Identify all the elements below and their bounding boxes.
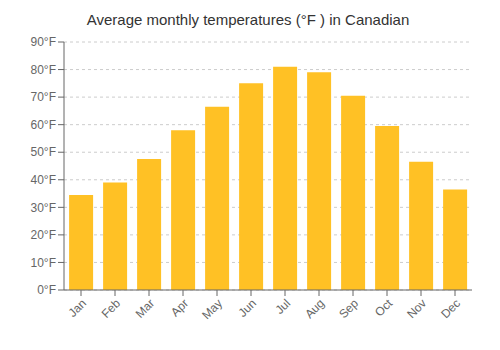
svg-text:40°F: 40°F — [31, 173, 56, 187]
svg-text:60°F: 60°F — [31, 118, 56, 132]
svg-text:Nov: Nov — [404, 296, 429, 321]
svg-text:10°F: 10°F — [31, 256, 56, 270]
svg-text:Jun: Jun — [236, 296, 260, 320]
svg-text:Jul: Jul — [272, 296, 293, 317]
svg-text:80°F: 80°F — [31, 63, 56, 77]
svg-text:90°F: 90°F — [31, 35, 56, 49]
svg-text:30°F: 30°F — [31, 201, 56, 215]
svg-text:Mar: Mar — [133, 296, 158, 321]
svg-text:Feb: Feb — [99, 296, 124, 321]
svg-text:Aug: Aug — [302, 296, 327, 321]
svg-text:Oct: Oct — [372, 296, 396, 320]
svg-text:20°F: 20°F — [31, 228, 56, 242]
svg-text:Jan: Jan — [66, 296, 90, 320]
svg-text:May: May — [199, 296, 225, 322]
svg-text:Sep: Sep — [336, 296, 361, 321]
html-text:Average monthly temperatures (: Average monthly temperatures (°F ) in Ca… — [86, 11, 410, 28]
svg-text:Apr: Apr — [168, 296, 191, 319]
svg-text:0°F: 0°F — [37, 283, 56, 297]
svg-text:50°F: 50°F — [31, 145, 56, 159]
svg-text:Dec: Dec — [438, 296, 463, 321]
svg-text:70°F: 70°F — [31, 90, 56, 104]
